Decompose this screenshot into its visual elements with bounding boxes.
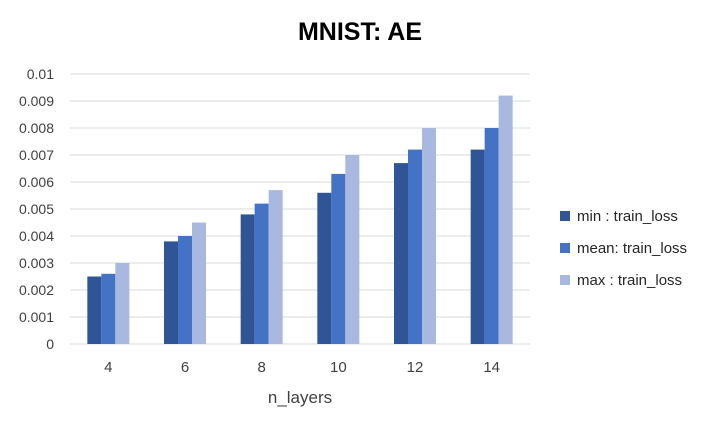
bar — [115, 263, 130, 344]
y-tick-label: 0.008 — [19, 120, 54, 136]
bar — [178, 236, 192, 344]
legend-label-max: max : train_loss — [577, 271, 683, 289]
bar — [394, 163, 408, 344]
legend-item-min: min : train_loss — [560, 200, 687, 232]
bar — [254, 203, 269, 344]
chart-title: MNIST: AE — [297, 18, 423, 46]
x-tick-label: 12 — [407, 359, 424, 376]
bar — [422, 128, 436, 344]
y-tick-label: 0.006 — [19, 174, 54, 190]
bar — [317, 192, 332, 344]
legend-item-max: max : train_loss — [560, 264, 687, 296]
legend-swatch-min — [560, 211, 570, 221]
bar — [484, 128, 499, 344]
bar — [87, 276, 102, 344]
x-tick-label: 8 — [257, 359, 265, 376]
y-tick-label: 0.01 — [27, 66, 54, 82]
bar — [164, 241, 178, 344]
x-tick-label: 10 — [330, 359, 347, 376]
bar — [268, 190, 283, 344]
x-tick-label: 6 — [181, 359, 189, 376]
bar — [240, 214, 255, 344]
legend-label-min: min : train_loss — [577, 207, 678, 225]
bar — [192, 222, 206, 344]
y-tick-label: 0.009 — [19, 93, 54, 109]
y-tick-label: 0.001 — [19, 309, 54, 325]
y-tick-label: 0.005 — [19, 201, 54, 217]
x-axis-label: n_layers — [267, 388, 333, 407]
legend-label-mean: mean: train_loss — [577, 239, 688, 257]
y-tick-label: 0.003 — [19, 255, 54, 271]
bar — [470, 149, 485, 344]
bar — [408, 149, 422, 344]
y-tick-label: 0.007 — [19, 147, 54, 163]
x-tick-label: 4 — [104, 359, 112, 376]
y-tick-label: 0.002 — [19, 282, 54, 298]
x-tick-label: 14 — [483, 359, 500, 376]
y-tick-label: 0 — [46, 336, 54, 352]
legend-item-mean: mean: train_loss — [560, 232, 687, 264]
y-tick-label: 0.004 — [19, 228, 54, 244]
bar — [345, 155, 360, 344]
bar — [331, 173, 346, 344]
legend: min : train_loss mean: train_loss max : … — [560, 200, 687, 296]
legend-swatch-mean — [560, 243, 570, 253]
legend-swatch-max — [560, 275, 570, 285]
bar — [498, 95, 513, 344]
bar — [101, 273, 116, 344]
